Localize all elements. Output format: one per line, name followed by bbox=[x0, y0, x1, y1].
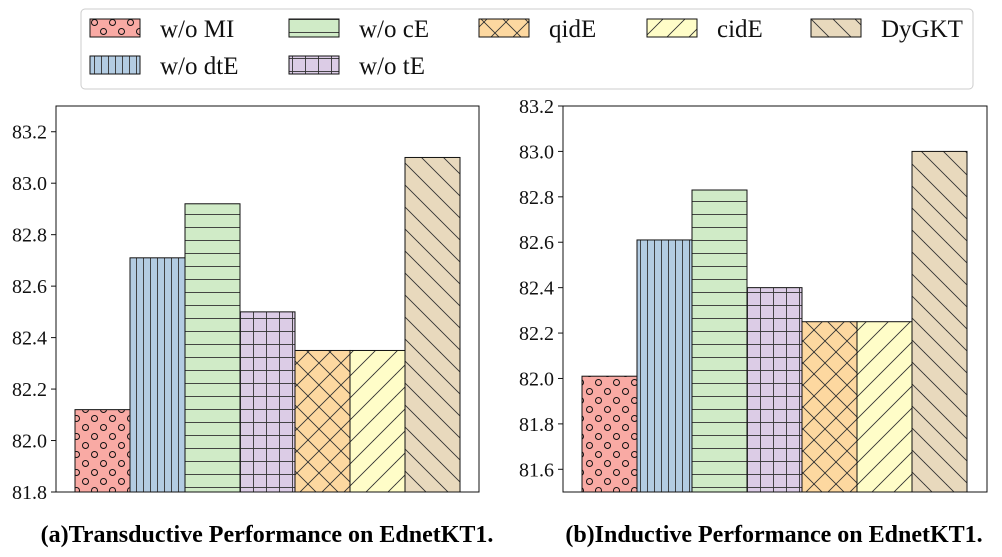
legend-swatch-w-o-dte bbox=[89, 55, 141, 75]
y-tick-label: 83.2 bbox=[519, 96, 554, 118]
legend-label-w-o-dte: w/o dtE bbox=[160, 53, 238, 80]
legend-label-qide: qidE bbox=[549, 16, 596, 43]
y-tick-label: 82.6 bbox=[12, 276, 47, 298]
caption-transductive: (a)Transductive Performance on EdnetKT1. bbox=[41, 522, 494, 548]
bar-qide bbox=[801, 321, 858, 493]
bar-w-o-mi bbox=[581, 375, 638, 493]
legend-swatch-qide bbox=[478, 18, 530, 38]
y-tick-label: 82.4 bbox=[12, 328, 47, 350]
axes-frame bbox=[562, 105, 988, 493]
bar-w-o-mi bbox=[74, 409, 131, 493]
legend-swatch-w-o-te bbox=[288, 55, 340, 75]
legend-label-w-o-te: w/o tE bbox=[359, 53, 425, 80]
legend-label-dygkt: DyGKT bbox=[881, 16, 963, 43]
y-tick-label: 82.0 bbox=[12, 431, 47, 453]
legend-swatch-w-o-ce bbox=[288, 18, 340, 38]
legend-label-w-o-ce: w/o cE bbox=[359, 16, 429, 43]
bar-w-o-te bbox=[239, 311, 296, 493]
y-tick-label: 83.2 bbox=[12, 122, 47, 144]
bar-cide bbox=[856, 321, 913, 493]
y-tick-label: 82.2 bbox=[12, 379, 47, 401]
legend-swatch-w-o-mi bbox=[89, 18, 141, 38]
legend: w/o MI w/o cE qidE cidE DyGKT w/o dtE w/o tE bbox=[80, 8, 974, 90]
bar-w-o-te bbox=[746, 287, 803, 493]
y-tick-label: 83.0 bbox=[12, 173, 47, 195]
y-tick-label: 82.6 bbox=[519, 232, 554, 254]
axes-frame bbox=[55, 105, 480, 493]
bar-dygkt bbox=[404, 156, 461, 493]
legend-swatch-dygkt bbox=[810, 18, 862, 38]
y-tick-label: 81.8 bbox=[519, 414, 554, 436]
y-tick-label: 82.8 bbox=[12, 225, 47, 247]
legend-swatch-cide bbox=[646, 18, 698, 38]
y-tick-label: 83.0 bbox=[519, 141, 554, 163]
bar-qide bbox=[294, 349, 351, 493]
y-tick-label: 81.6 bbox=[519, 459, 554, 481]
legend-label-cide: cidE bbox=[717, 16, 763, 43]
bar-w-o-ce bbox=[184, 203, 241, 493]
legend-label-w-o-mi: w/o MI bbox=[160, 16, 234, 43]
y-tick-label: 82.4 bbox=[519, 278, 554, 300]
y-tick-label: 81.8 bbox=[12, 482, 47, 504]
bar-dygkt bbox=[911, 150, 968, 493]
caption-inductive: (b)Inductive Performance on EdnetKT1. bbox=[565, 522, 982, 548]
bar-cide bbox=[349, 349, 406, 493]
y-tick-label: 82.8 bbox=[519, 187, 554, 209]
y-tick-label: 82.0 bbox=[519, 368, 554, 390]
chart-inductive: 81.6 81.8 82.0 82.2 82.4 82.6 82.8 83.0 83.2 bbox=[519, 96, 988, 493]
chart-transductive: 81.8 82.0 82.2 82.4 82.6 82.8 83.0 83.2 bbox=[12, 105, 480, 504]
bar-w-o-ce bbox=[691, 189, 748, 493]
bar-w-o-dte bbox=[129, 257, 186, 493]
bar-w-o-dte bbox=[636, 239, 693, 493]
y-tick-label: 82.2 bbox=[519, 323, 554, 345]
